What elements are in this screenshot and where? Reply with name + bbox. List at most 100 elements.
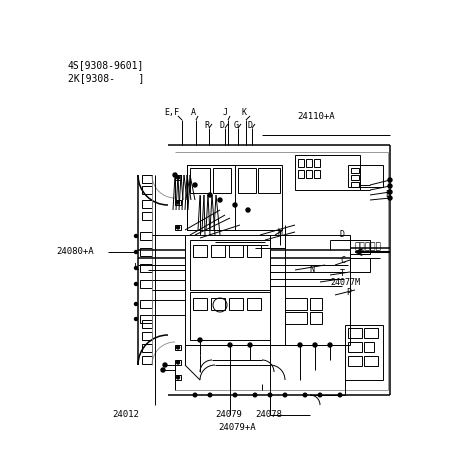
Bar: [142, 356, 152, 364]
Bar: [351, 168, 359, 173]
Circle shape: [135, 318, 137, 320]
Circle shape: [208, 193, 212, 197]
Bar: [238, 168, 256, 193]
Bar: [140, 300, 152, 308]
Text: 24080+A: 24080+A: [56, 247, 94, 256]
Bar: [298, 170, 304, 178]
Circle shape: [388, 178, 392, 182]
Circle shape: [161, 368, 165, 372]
Circle shape: [176, 376, 180, 379]
Circle shape: [176, 226, 180, 229]
Circle shape: [388, 190, 392, 194]
Circle shape: [388, 196, 392, 200]
Bar: [193, 298, 207, 310]
Bar: [285, 298, 307, 310]
Circle shape: [253, 393, 257, 397]
Bar: [140, 248, 152, 256]
Text: 24078: 24078: [255, 410, 282, 419]
Bar: [229, 245, 243, 257]
Circle shape: [228, 343, 232, 347]
Circle shape: [193, 183, 197, 187]
Bar: [364, 328, 378, 338]
Circle shape: [135, 302, 137, 306]
Bar: [142, 212, 152, 220]
Bar: [310, 298, 322, 310]
Circle shape: [135, 283, 137, 285]
Bar: [175, 360, 181, 365]
Circle shape: [198, 338, 202, 342]
Circle shape: [233, 393, 237, 397]
Bar: [350, 258, 370, 272]
Circle shape: [176, 361, 180, 364]
Text: J: J: [223, 108, 228, 117]
Bar: [295, 155, 360, 190]
Bar: [187, 165, 235, 230]
Text: C: C: [340, 256, 345, 265]
Bar: [351, 175, 359, 180]
Bar: [142, 332, 152, 340]
Bar: [345, 325, 383, 380]
Circle shape: [248, 343, 252, 347]
Text: A: A: [191, 108, 196, 117]
Bar: [258, 168, 280, 193]
Text: T: T: [340, 269, 345, 278]
Circle shape: [176, 176, 180, 179]
Circle shape: [388, 184, 392, 188]
Text: P: P: [346, 288, 351, 297]
Text: G: G: [234, 121, 239, 130]
Bar: [306, 170, 312, 178]
Text: R: R: [204, 121, 209, 130]
Bar: [247, 245, 261, 257]
Circle shape: [298, 343, 302, 347]
Text: 2K[9308-    ]: 2K[9308- ]: [68, 73, 145, 83]
Text: 24077M: 24077M: [330, 278, 360, 287]
Text: 24110+A: 24110+A: [297, 112, 335, 121]
Circle shape: [313, 343, 317, 347]
Bar: [140, 315, 152, 323]
Bar: [142, 320, 152, 328]
Bar: [348, 342, 362, 352]
Bar: [140, 280, 152, 288]
Bar: [142, 344, 152, 352]
Bar: [213, 168, 231, 193]
Bar: [190, 168, 210, 193]
Circle shape: [318, 393, 322, 397]
Text: D: D: [248, 121, 253, 130]
Circle shape: [283, 393, 287, 397]
Circle shape: [303, 393, 307, 397]
Circle shape: [268, 393, 272, 397]
Text: E,F: E,F: [164, 108, 179, 117]
Text: 24012: 24012: [112, 410, 139, 419]
Text: H: H: [278, 228, 283, 237]
Bar: [348, 356, 362, 366]
Circle shape: [328, 343, 332, 347]
Bar: [348, 328, 362, 338]
Bar: [350, 240, 370, 254]
Text: D: D: [220, 121, 225, 130]
Bar: [142, 200, 152, 208]
Bar: [142, 175, 152, 183]
Bar: [348, 165, 383, 187]
Text: D: D: [340, 230, 345, 239]
Bar: [175, 200, 181, 205]
Bar: [285, 312, 307, 324]
Circle shape: [233, 203, 237, 207]
Bar: [175, 375, 181, 380]
Bar: [140, 264, 152, 272]
Circle shape: [135, 235, 137, 237]
Bar: [185, 235, 350, 345]
Bar: [314, 170, 320, 178]
Text: B: B: [385, 190, 391, 199]
Bar: [310, 312, 322, 324]
Circle shape: [176, 346, 180, 349]
Bar: [247, 298, 261, 310]
Circle shape: [163, 363, 167, 367]
Bar: [175, 345, 181, 350]
Bar: [140, 232, 152, 240]
Circle shape: [208, 393, 212, 397]
Bar: [142, 186, 152, 194]
Circle shape: [246, 208, 250, 212]
Bar: [364, 356, 378, 366]
Text: ボデーから: ボデーから: [355, 242, 382, 251]
Text: 24079+A: 24079+A: [218, 423, 255, 432]
